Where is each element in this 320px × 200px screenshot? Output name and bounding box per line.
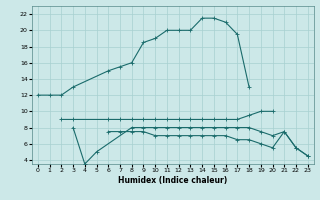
X-axis label: Humidex (Indice chaleur): Humidex (Indice chaleur) <box>118 176 228 185</box>
